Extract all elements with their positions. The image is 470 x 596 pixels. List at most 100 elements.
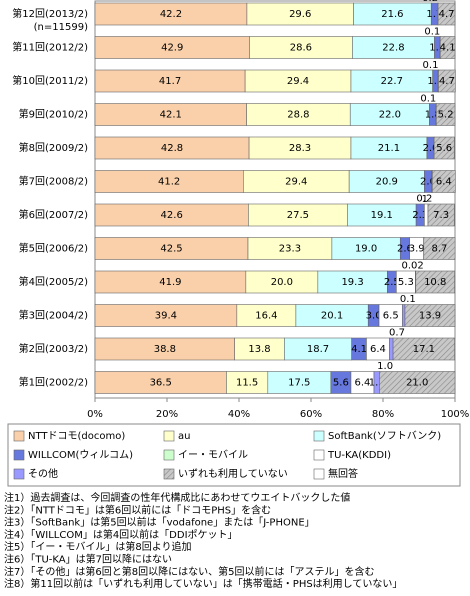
value-label: 22.0: [379, 110, 401, 121]
value-label: 28.3: [289, 143, 311, 154]
bar-segment: [415, 270, 455, 294]
value-label: 42.1: [160, 110, 182, 121]
legend-label: イー・モバイル: [178, 449, 248, 461]
note: 注8）第11回以前は「いずれも利用していない」は「携帯電話・PHSは利用していな…: [4, 577, 402, 590]
value-label: 17.1: [413, 344, 435, 355]
category-label: 第5回(2006/2): [19, 242, 88, 255]
value-label: 20.0: [271, 277, 293, 288]
value-label: 21.1: [378, 143, 400, 154]
value-label: 1.0: [377, 361, 393, 372]
value-label: 2.6: [397, 244, 413, 255]
note: 注4）「WILLCOM」は第4回以前は「DDIポケット」: [4, 528, 238, 541]
value-label: 6.4: [370, 344, 386, 355]
value-label: 11.5: [236, 378, 258, 389]
value-label: 4.7: [439, 9, 455, 20]
value-label: 42.8: [161, 143, 183, 154]
bar-segment: [433, 136, 455, 160]
x-tick-label: 60%: [300, 409, 322, 420]
note: 注3）「SoftBank」は第5回以前は「vodafone」または「J-PHON…: [4, 516, 315, 529]
value-label: 28.6: [290, 43, 312, 54]
value-label: 0.1: [423, 60, 439, 71]
value-label: 28.8: [287, 110, 309, 121]
value-label: 19.1: [371, 210, 393, 221]
value-label: 17.5: [288, 378, 310, 389]
x-tick-label: 80%: [372, 409, 394, 420]
value-label: 19.0: [355, 244, 377, 255]
value-label: 39.4: [155, 311, 177, 322]
note: 注2）「NTTドコモ」は第6回以前には「ドコモPHS」を含む: [4, 503, 271, 516]
bar-segment: [427, 203, 455, 227]
value-label: 42.2: [160, 9, 182, 20]
value-label: 2.3: [412, 210, 428, 221]
value-label: 0.1: [424, 27, 440, 38]
annotation: (n=11599): [34, 22, 88, 33]
legend-label: その他: [28, 467, 58, 480]
note: 注7）「その他」は第6回と第8回以降にはない、第5回以前には「アステル」を含む: [4, 565, 374, 578]
value-label: 20.1: [321, 311, 343, 322]
value-label: 0.7: [389, 328, 405, 339]
value-label: 0.2: [422, 0, 438, 4]
legend-swatch: [13, 449, 25, 461]
category-label: 第11回(2012/2): [12, 41, 88, 54]
value-label: 1.7: [426, 9, 442, 20]
legend-frame: [7, 423, 461, 487]
value-label: 0.1: [420, 94, 436, 105]
value-label: 42.5: [160, 244, 182, 255]
value-label: 2.5: [384, 277, 400, 288]
bar-segment: [424, 203, 429, 227]
legend-label: いずれも利用していない: [178, 468, 288, 480]
legend-swatch: [313, 430, 325, 442]
value-label: 6.5: [383, 311, 399, 322]
value-label: 41.9: [159, 277, 181, 288]
value-label: 1.5: [369, 378, 385, 389]
x-tick-label: 20%: [156, 409, 178, 420]
bar-segment: [437, 2, 456, 26]
value-label: 16.4: [255, 311, 277, 322]
value-label: 5.2: [438, 110, 454, 121]
value-label: 1.8: [425, 110, 441, 121]
value-label: 5.3: [398, 277, 414, 288]
value-label: 29.4: [287, 76, 309, 87]
value-label: 6.4: [436, 177, 452, 188]
value-label: 38.8: [154, 344, 176, 355]
legend-label: au: [178, 431, 190, 442]
category-label: 第3回(2004/2): [19, 309, 88, 322]
legend-swatch: [163, 449, 175, 461]
bar-segment: [432, 170, 456, 193]
value-label: 13.9: [419, 311, 441, 322]
plot-frame: [94, 0, 456, 399]
value-label: 2.0: [420, 177, 436, 188]
legend-swatch: [163, 468, 175, 480]
value-label: 3.0: [366, 311, 382, 322]
bar-segment: [392, 337, 455, 361]
value-label: 42.9: [161, 43, 183, 54]
category-label: 第2回(2003/2): [19, 342, 88, 355]
value-label: 18.7: [307, 344, 329, 355]
value-label: 13.8: [248, 344, 270, 355]
value-label: 4.1: [351, 344, 367, 355]
note: 注5）「イー・モバイル」は第8回より追加: [4, 540, 192, 553]
bar-segment: [439, 36, 456, 59]
category-label: 第8回(2009/2): [19, 141, 88, 154]
value-label: 42.6: [161, 210, 183, 221]
bar-segment: [423, 237, 456, 260]
legend-label: SoftBank(ソフトバンク): [328, 430, 441, 442]
value-label: 3.9: [409, 244, 425, 255]
value-label: 10.8: [424, 277, 446, 288]
value-label: 36.5: [150, 378, 172, 389]
value-label: 29.6: [289, 9, 311, 20]
value-label: 4.1: [440, 43, 456, 54]
value-label: 29.4: [285, 177, 307, 188]
bar-segment: [379, 371, 456, 394]
bar-segment: [389, 337, 394, 361]
x-tick-label: 40%: [228, 409, 250, 420]
note: 注6）「TU-KA」は第7回以降にはない: [4, 553, 172, 566]
value-label: 22.8: [382, 43, 404, 54]
x-tick-label: 100%: [441, 409, 470, 420]
x-tick-label: 0%: [87, 409, 103, 420]
category-label: 第6回(2007/2): [19, 208, 88, 221]
category-label: 第1回(2002/2): [19, 376, 88, 389]
value-label: 19.3: [341, 277, 363, 288]
